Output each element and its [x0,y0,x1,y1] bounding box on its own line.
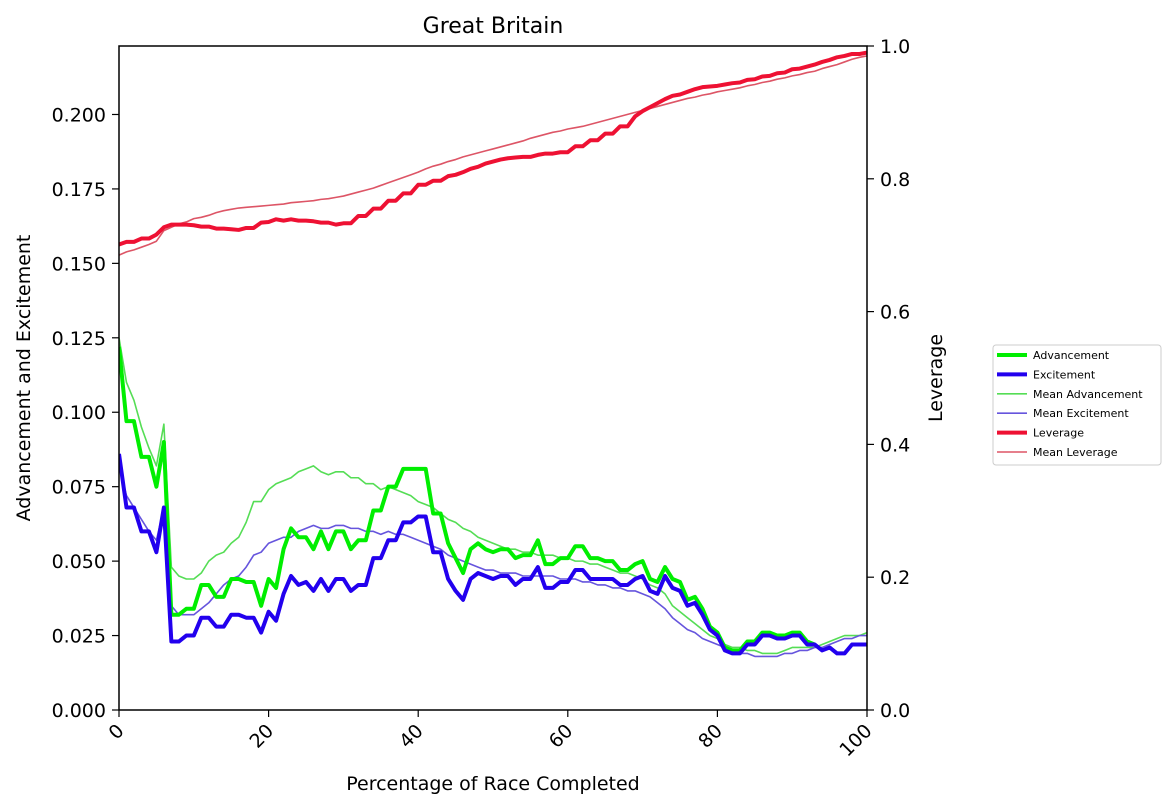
right-y-tick-label: 0.0 [880,700,910,722]
left-y-tick-label: 0.075 [52,477,106,499]
x-tick-label: 100 [835,720,876,761]
right-y-tick-label: 0.4 [880,434,910,456]
series-line-mean-leverage [119,55,867,256]
right-y-tick-label: 0.8 [880,169,910,191]
x-tick-label: 20 [245,720,278,753]
left-y-tick-label: 0.150 [52,253,106,275]
legend-label: Advancement [1033,349,1110,362]
series-line-mean-excitement [119,465,867,658]
left-y-tick-label: 0.050 [52,551,106,573]
chart-title: Great Britain [423,14,564,39]
legend: Advancement Excitement Mean Advancement Mea… [992,344,1162,466]
left-y-axis: 0.000 0.025 0.050 0.075 0.100 0.125 0.150 0.175… [52,104,119,722]
x-axis-label: Percentage of Race Completed [346,773,640,795]
series-line-excitement [119,453,867,656]
left-y-tick-label: 0.175 [52,179,106,201]
x-tick-label: 80 [694,720,727,753]
legend-label: Mean Advancement [1033,388,1143,401]
legend-box [992,344,1162,466]
x-tick-label: 40 [395,720,428,753]
right-y-axis: 0.0 0.2 0.4 0.6 0.8 1.0 [867,36,910,722]
right-y-tick-label: 0.6 [880,302,910,324]
legend-label: Excitement [1033,368,1096,381]
x-tick-label: 60 [545,720,578,753]
series-line-leverage [119,50,867,247]
legend-label: Mean Leverage [1033,446,1118,459]
left-y-axis-label: Advancement and Excitement [13,235,35,522]
left-y-tick-label: 0.125 [52,328,106,350]
left-y-tick-label: 0.000 [52,700,106,722]
right-y-axis-label: Leverage [925,334,947,422]
series-line-advancement [119,346,816,653]
left-y-tick-label: 0.200 [52,104,106,126]
right-y-tick-label: 1.0 [880,36,910,58]
x-axis: 0 20 40 60 80 100 [104,710,877,761]
legend-label: Leverage [1033,427,1084,440]
series-line-mean-advancement [119,337,867,655]
left-y-tick-label: 0.025 [52,626,106,648]
plot-frame [118,45,868,711]
right-y-tick-label: 0.2 [880,567,910,589]
left-y-tick-label: 0.100 [52,402,106,424]
x-tick-label: 0 [104,720,128,744]
series-layer [119,50,867,658]
legend-label: Mean Excitement [1033,407,1129,420]
